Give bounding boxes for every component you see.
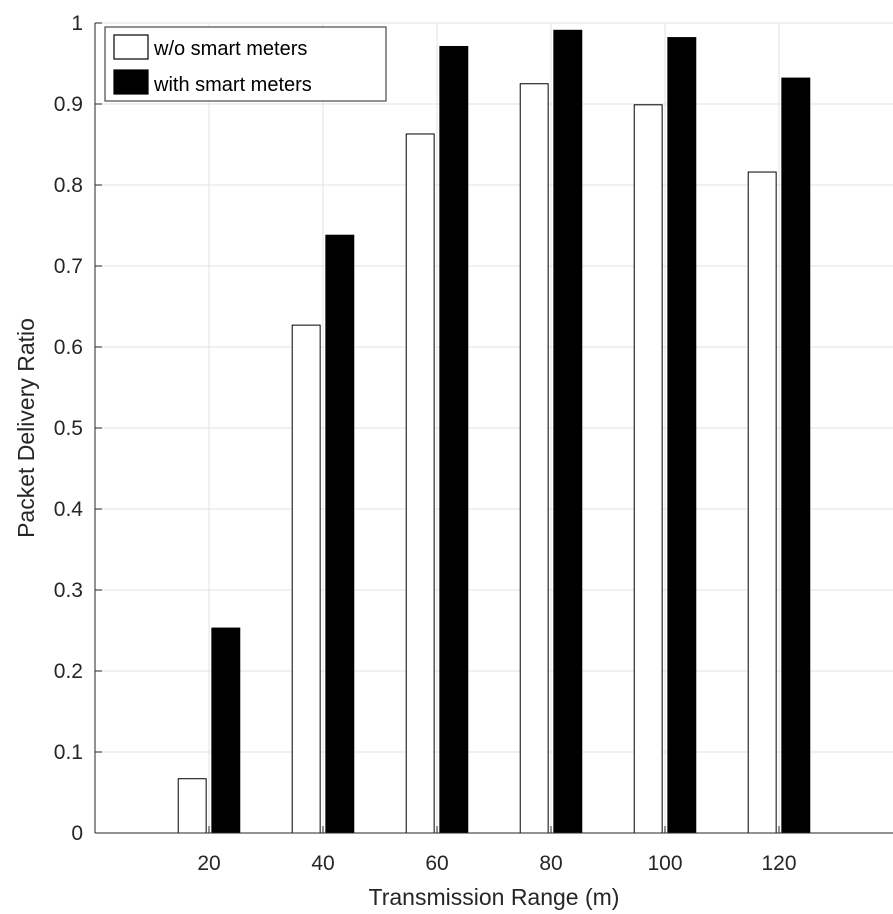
y-tick-label: 0.6	[54, 336, 83, 359]
legend-box	[104, 26, 387, 102]
x-tick-label: 20	[197, 852, 220, 875]
bar-without-smart-meters	[747, 171, 777, 834]
bar-with-smart-meters	[325, 234, 355, 834]
y-tick-label: 0.8	[54, 174, 83, 197]
x-tick-label: 120	[761, 852, 796, 875]
bar-without-smart-meters	[519, 83, 549, 834]
y-tick-label: 0.4	[54, 498, 84, 521]
y-tick-label: 1	[71, 12, 83, 35]
bars	[177, 29, 811, 834]
bar-without-smart-meters	[291, 324, 321, 834]
legend-label-without: w/o smart meters	[153, 38, 307, 60]
legend-swatch-with	[113, 69, 149, 95]
y-tick-label: 0.1	[54, 741, 83, 764]
grid-lines	[95, 22, 893, 833]
y-tick-label: 0.5	[54, 417, 83, 440]
y-tick-label: 0	[71, 822, 83, 845]
bar-with-smart-meters	[667, 37, 697, 834]
legend-swatch-without	[113, 34, 149, 60]
x-tick-label: 40	[311, 852, 334, 875]
y-tick-label: 0.2	[54, 660, 83, 683]
bar-without-smart-meters	[405, 133, 435, 834]
x-tick-label: 100	[647, 852, 682, 875]
bar-with-smart-meters	[781, 77, 811, 834]
x-axis-label: Transmission Range (m)	[369, 884, 620, 910]
legend-label-with: with smart meters	[153, 74, 312, 96]
bar-with-smart-meters	[553, 29, 583, 834]
y-tick-label: 0.7	[54, 255, 83, 278]
bar-without-smart-meters	[633, 104, 663, 834]
bar-without-smart-meters	[177, 778, 207, 834]
x-tick-label: 60	[425, 852, 448, 875]
y-axis-label: Packet Delivery Ratio	[13, 318, 39, 538]
legend: w/o smart meters with smart meters	[104, 26, 387, 102]
y-tick-label: 0.3	[54, 579, 83, 602]
x-tick-label: 80	[539, 852, 562, 875]
bar-with-smart-meters	[439, 45, 469, 834]
y-tick-label: 0.9	[54, 93, 83, 116]
bar-with-smart-meters	[211, 627, 241, 834]
